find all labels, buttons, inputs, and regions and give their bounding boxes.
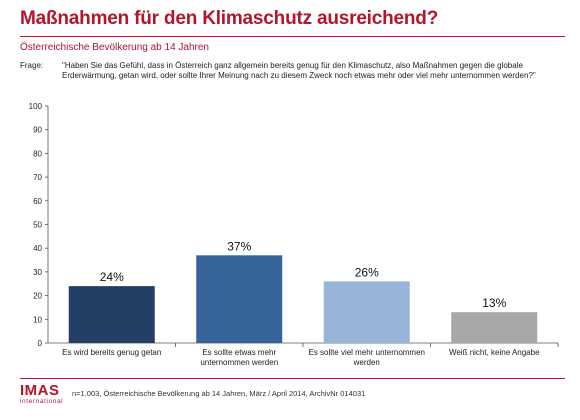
- bar-value-label: 13%: [482, 296, 506, 310]
- y-tick-label: 90: [33, 126, 42, 135]
- category-label: Weiß nicht, keine Angabe: [449, 348, 540, 357]
- question-label: Frage:: [20, 61, 44, 70]
- category-label: Es sollte etwas mehr: [202, 348, 276, 357]
- footer-divider: [20, 378, 565, 379]
- bar: [451, 312, 538, 343]
- y-tick-label: 40: [33, 244, 42, 253]
- y-tick-label: 0: [38, 339, 43, 348]
- bar: [323, 281, 410, 343]
- bar: [196, 255, 283, 343]
- category-label: werden: [353, 358, 380, 367]
- imas-logo: IMAS international: [20, 383, 63, 406]
- y-tick-label: 10: [33, 315, 42, 324]
- y-tick-label: 60: [33, 197, 42, 206]
- y-tick-label: 70: [33, 173, 42, 182]
- title-divider: [20, 36, 565, 37]
- category-label: Es sollte viel mehr unternommen: [309, 348, 426, 357]
- sample-footnote: n=1.003, Österreichische Bevölkerung ab …: [72, 389, 366, 398]
- bar-chart: 0 10 20 30 40 50 60 70 80 90 100 24% Es wird bereits…: [29, 102, 559, 367]
- question-text: "Haben Sie das Gefühl, dass in Österreic…: [62, 61, 536, 80]
- bar-value-label: 37%: [227, 239, 251, 253]
- bar-value-label: 24%: [100, 270, 124, 284]
- logo-text: IMAS: [20, 382, 60, 399]
- category-label: unternommen werden: [200, 358, 278, 367]
- population-subtitle: Österreichische Bevölkerung ab 14 Jahren: [20, 42, 209, 53]
- y-tick-label: 50: [33, 221, 42, 230]
- y-tick-label: 100: [29, 102, 43, 111]
- logo-subtext: international: [20, 398, 64, 405]
- page-title: Maßnahmen für den Klimaschutz ausreichen…: [20, 8, 439, 29]
- y-tick-label: 20: [33, 292, 42, 301]
- bar-value-label: 26%: [355, 265, 379, 279]
- y-tick-label: 80: [33, 149, 42, 158]
- bar: [68, 286, 155, 343]
- category-label: Es wird bereits genug getan: [62, 348, 161, 357]
- y-tick-label: 30: [33, 268, 42, 277]
